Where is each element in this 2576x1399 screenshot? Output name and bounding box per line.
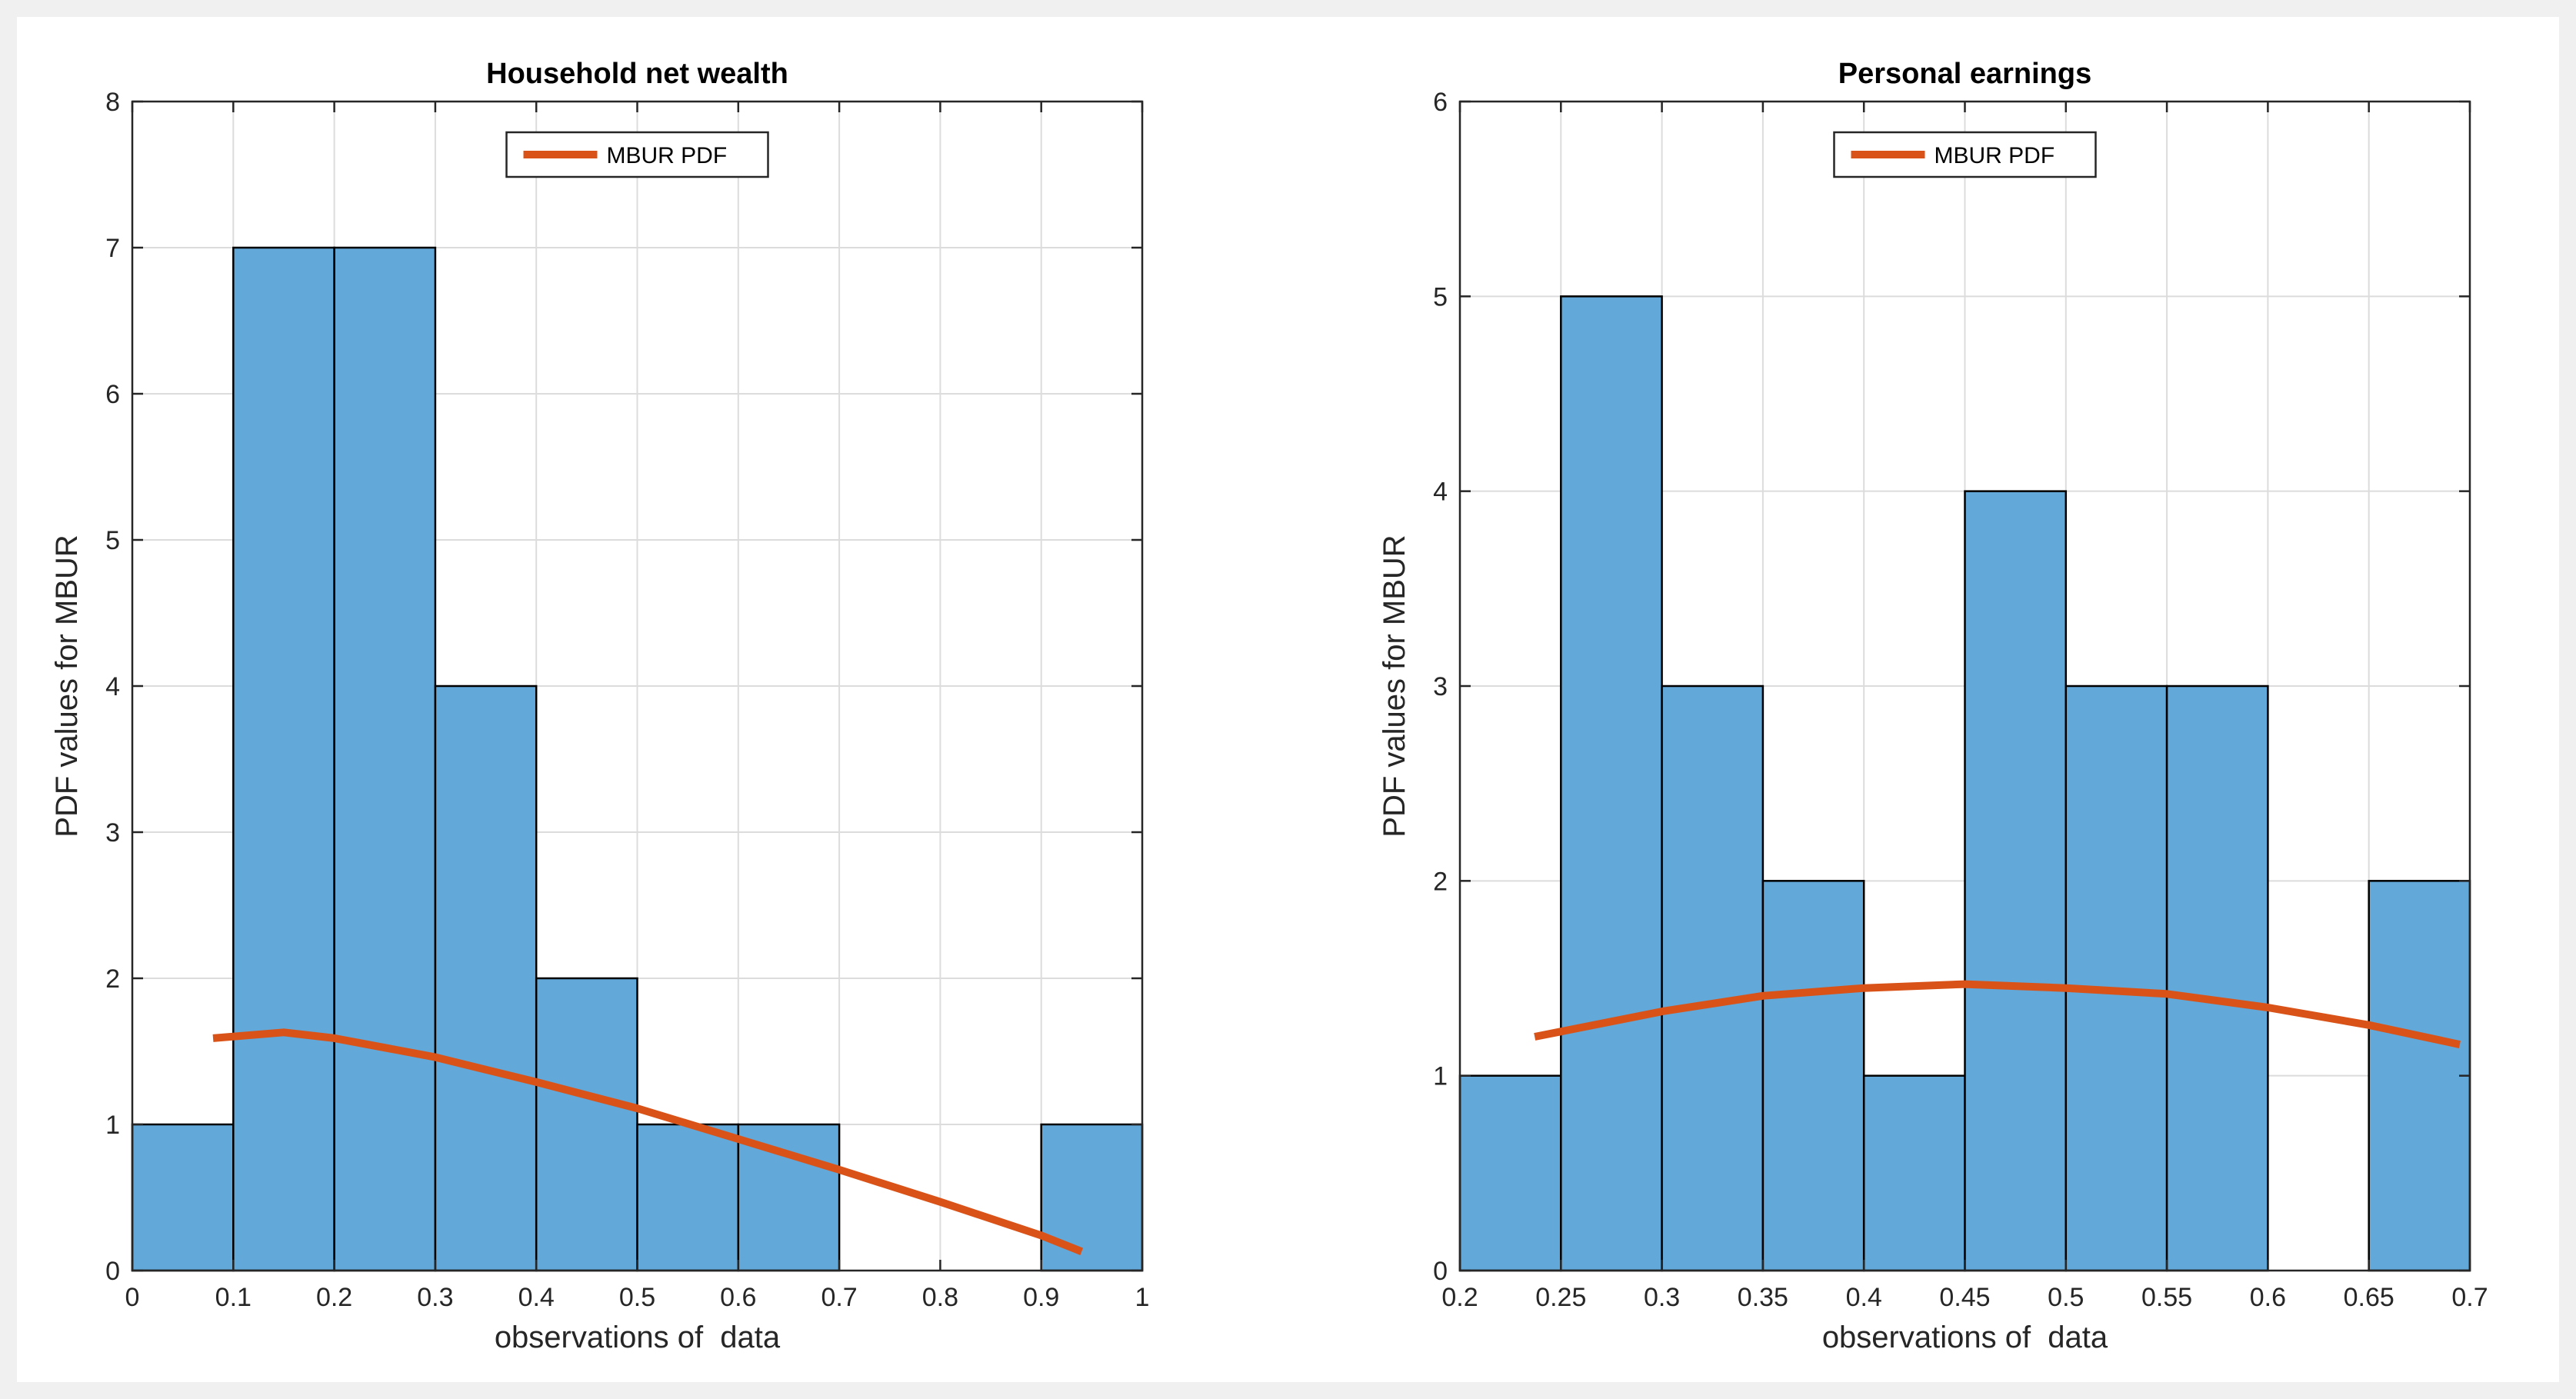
x-tick-label: 0.5 bbox=[619, 1283, 655, 1312]
histogram-bar bbox=[737, 1123, 841, 1272]
y-tick-label: 4 bbox=[105, 672, 120, 701]
x-tick-label: 0.25 bbox=[1535, 1283, 1586, 1312]
y-tick-label: 0 bbox=[105, 1257, 120, 1286]
x-tick-label: 0.45 bbox=[1939, 1283, 1990, 1312]
legend-label: MBUR PDF bbox=[607, 143, 728, 168]
x-tick-label: 0.7 bbox=[2451, 1283, 2488, 1312]
histogram-bar bbox=[1040, 1123, 1144, 1272]
chart-2: 0.2 0.25 0.3 0.35 0.4 0.45 0.5 0.55 0.6 0.65 0.7 0 1… bbox=[1378, 58, 2488, 1354]
histogram-bar bbox=[1661, 685, 1765, 1272]
x-tick-label: 0.9 bbox=[1023, 1283, 1059, 1312]
legend-label: MBUR PDF bbox=[1934, 143, 2055, 168]
y-tick-label: 2 bbox=[105, 964, 120, 994]
y-tick-label: 7 bbox=[105, 234, 120, 263]
y-tick-label: 8 bbox=[105, 88, 120, 117]
figure-canvas: 0 0.1 0.2 0.3 0.4 0.5 0.6 0.7 0.8 0.9 1 0 1 2 3 4 5 6 7 8 Ho… bbox=[17, 17, 2559, 1382]
histogram-bar bbox=[2064, 685, 2168, 1272]
y-tick-label: 1 bbox=[1433, 1062, 1448, 1091]
histogram-bar bbox=[1560, 295, 1663, 1272]
x-tick-label: 1 bbox=[1135, 1283, 1150, 1312]
chart-1: 0 0.1 0.2 0.3 0.4 0.5 0.6 0.7 0.8 0.9 1 0 1 2 3 4 5 6 7 8 Ho… bbox=[50, 58, 1149, 1354]
histogram-bar bbox=[1458, 1074, 1562, 1272]
y-axis-label: PDF values for MBUR bbox=[50, 535, 84, 837]
histogram-bar bbox=[1761, 880, 1865, 1272]
x-tick-label: 0.6 bbox=[720, 1283, 756, 1312]
legend: MBUR PDF bbox=[1833, 131, 2097, 178]
x-tick-label: 0.6 bbox=[2250, 1283, 2286, 1312]
x-tick-label: 0.3 bbox=[1644, 1283, 1680, 1312]
x-tick-label: 0.5 bbox=[2048, 1283, 2084, 1312]
x-tick-label: 0 bbox=[125, 1283, 140, 1312]
x-axis-label: observations of data bbox=[1822, 1321, 2108, 1354]
chart-title: Personal earnings bbox=[1838, 58, 2091, 90]
y-tick-label: 2 bbox=[1433, 867, 1448, 896]
x-tick-label: 0.1 bbox=[215, 1283, 252, 1312]
x-tick-label: 0.8 bbox=[922, 1283, 958, 1312]
y-tick-label: 5 bbox=[1433, 282, 1448, 311]
x-tick-label: 0.2 bbox=[1441, 1283, 1478, 1312]
histogram-bar bbox=[434, 685, 538, 1272]
x-tick-label: 0.4 bbox=[518, 1283, 555, 1312]
pdf-curve-line bbox=[1534, 980, 2461, 1048]
x-axis-label: observations of data bbox=[495, 1321, 781, 1354]
y-axis-label: PDF values for MBUR bbox=[1378, 535, 1411, 837]
pdf-curve-line bbox=[212, 1028, 1084, 1255]
x-tick-label: 0.35 bbox=[1738, 1283, 1788, 1312]
chart-title: Household net wealth bbox=[486, 58, 788, 90]
y-tick-label: 3 bbox=[105, 818, 120, 848]
charts-svg: 0 0.1 0.2 0.3 0.4 0.5 0.6 0.7 0.8 0.9 1 0 1 2 3 4 5 6 7 8 Ho… bbox=[50, 58, 2488, 1354]
x-tick-label: 0.65 bbox=[2344, 1283, 2394, 1312]
y-tick-label: 5 bbox=[105, 526, 120, 555]
legend: MBUR PDF bbox=[505, 131, 769, 178]
histogram-bar bbox=[2165, 685, 2269, 1272]
x-tick-label: 0.2 bbox=[316, 1283, 352, 1312]
y-tick-label: 6 bbox=[105, 380, 120, 409]
histogram-bar bbox=[636, 1123, 740, 1272]
x-tick-label: 0.3 bbox=[417, 1283, 453, 1312]
y-tick-label: 4 bbox=[1433, 478, 1448, 507]
histogram-bar bbox=[1862, 1074, 1966, 1272]
histogram-bar bbox=[232, 246, 335, 1272]
y-tick-label: 6 bbox=[1433, 88, 1448, 117]
x-tick-label: 0.4 bbox=[1846, 1283, 1882, 1312]
histogram-bar bbox=[1964, 490, 2068, 1272]
y-tick-label: 1 bbox=[105, 1111, 120, 1140]
x-tick-label: 0.7 bbox=[821, 1283, 857, 1312]
y-tick-label: 3 bbox=[1433, 672, 1448, 701]
x-tick-label: 0.55 bbox=[2141, 1283, 2192, 1312]
histogram-bar bbox=[333, 246, 437, 1272]
histogram-bar bbox=[535, 977, 638, 1272]
histogram-bar bbox=[131, 1123, 235, 1272]
histogram-bar bbox=[2368, 880, 2471, 1272]
y-tick-label: 0 bbox=[1433, 1257, 1448, 1286]
